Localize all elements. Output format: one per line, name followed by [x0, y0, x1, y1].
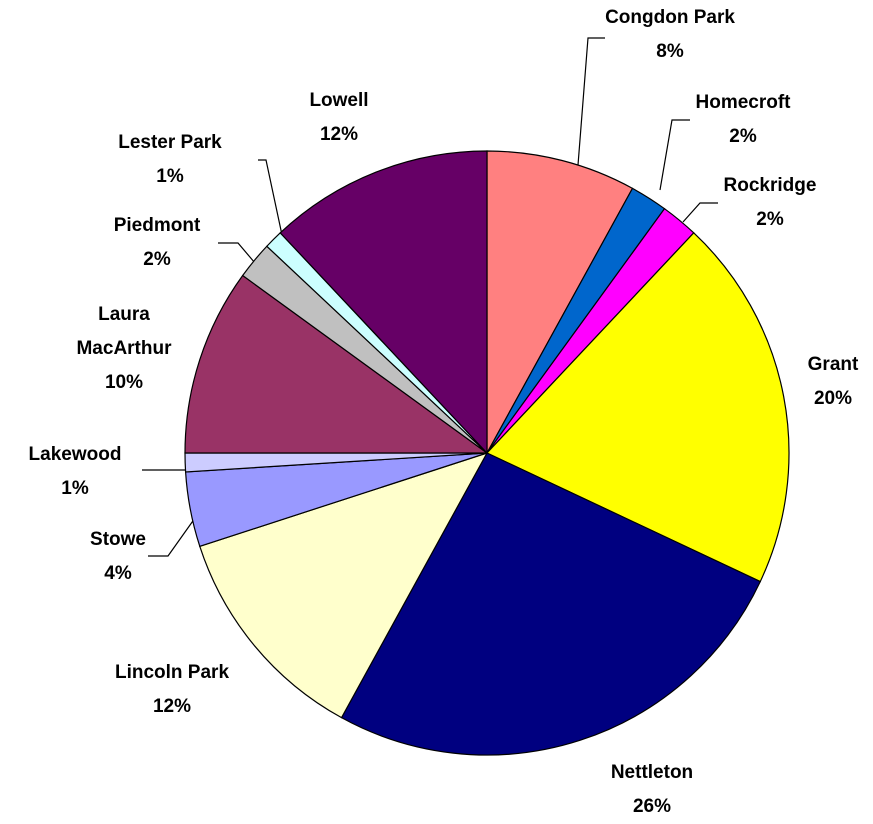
slice: [279, 150, 488, 455]
category-label: Rockridge: [723, 175, 817, 196]
category-label: Lowell: [309, 90, 369, 111]
slice: [184, 274, 489, 454]
slice-label: Grant 20%: [808, 348, 859, 416]
slice-label: Lakewood 1%: [29, 438, 122, 506]
value-label: 10%: [104, 372, 144, 393]
category-label: Lincoln Park: [114, 662, 230, 683]
slice-label: Stowe 4%: [90, 523, 146, 591]
leader-line: [659, 119, 690, 191]
slice-label: Laura MacArthur 10%: [69, 298, 179, 400]
slice-label: Lester Park 1%: [118, 126, 222, 194]
value-label: 4%: [104, 563, 132, 584]
value-label: 2%: [756, 209, 784, 230]
slice: [485, 232, 790, 583]
leader-line: [218, 242, 256, 264]
slice: [486, 150, 634, 454]
slice-label: Lincoln Park 12%: [115, 656, 229, 724]
value-label: 1%: [156, 166, 184, 187]
category-label: Stowe: [90, 529, 146, 550]
slice-label: Congdon Park 8%: [605, 1, 735, 69]
value-label: 20%: [813, 388, 853, 409]
leader-lines: [142, 37, 718, 557]
value-label: 12%: [152, 696, 192, 717]
category-label: Nettleton: [610, 762, 694, 783]
slice-label: Rockridge 2%: [724, 169, 817, 237]
leader-line: [682, 202, 718, 223]
category-label: Lakewood: [28, 444, 122, 465]
category-label: Grant: [807, 354, 859, 375]
category-label: Laura MacArthur: [76, 304, 172, 359]
slice: [199, 451, 489, 719]
category-label: Piedmont: [113, 215, 201, 236]
slice-label: Nettleton 26%: [611, 756, 693, 824]
value-label: 12%: [319, 124, 359, 145]
category-label: Homecroft: [695, 92, 791, 113]
value-label: 2%: [729, 126, 757, 147]
value-label: 26%: [632, 796, 672, 817]
category-label: Lester Park: [118, 132, 222, 153]
slice-label: Lowell 12%: [309, 84, 368, 152]
leader-line: [148, 517, 196, 557]
value-label: 2%: [143, 249, 171, 270]
leader-line: [258, 159, 283, 236]
value-label: 1%: [61, 478, 89, 499]
slice-label: Homecroft 2%: [695, 86, 790, 154]
category-label: Congdon Park: [605, 7, 735, 28]
slices: [184, 150, 790, 756]
leader-line: [577, 37, 605, 166]
value-label: 8%: [656, 41, 684, 62]
slice: [340, 452, 762, 756]
slice-label: Piedmont 2%: [114, 209, 201, 277]
